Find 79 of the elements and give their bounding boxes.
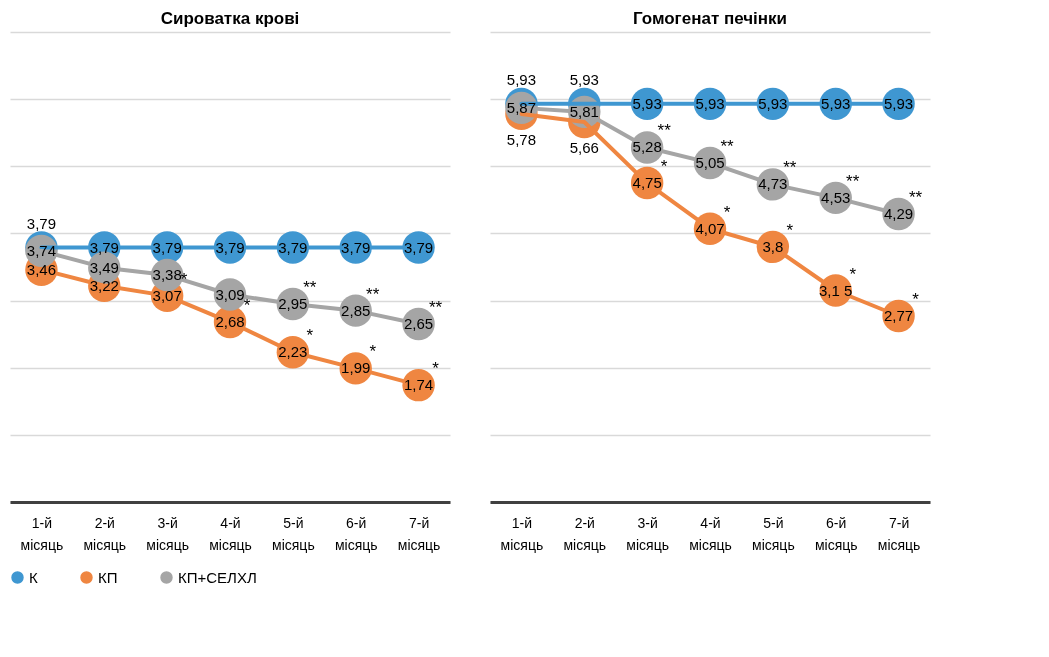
data-label: 5,28 <box>632 138 662 156</box>
data-label: 3,79 <box>152 238 182 256</box>
data-label: 5,93 <box>632 94 662 112</box>
chart-title: Сироватка крові <box>160 9 300 28</box>
data-label: 3,79 <box>403 238 434 256</box>
x-tick-label: 5-й місяць <box>272 514 315 553</box>
annotation: * <box>786 220 794 240</box>
x-tick-label: 6-й місяць <box>334 514 378 553</box>
data-label: 2,77 <box>883 307 914 325</box>
data-label: 5,05 <box>695 153 725 171</box>
data-label: 3,8 <box>762 237 784 255</box>
annotation: ** <box>908 187 923 207</box>
annotation: * <box>660 157 668 177</box>
data-label: 2,68 <box>215 313 245 331</box>
data-label: 3,79 <box>89 238 119 256</box>
data-label: 3,46 <box>26 260 57 278</box>
annotation: * <box>306 326 314 346</box>
annotation: * <box>912 290 920 310</box>
data-label: 5,93 <box>758 94 788 112</box>
data-label: 3,79 <box>26 214 57 232</box>
x-tick-label: 3-й місяць <box>626 514 669 553</box>
x-tick-label: 7-й місяць <box>397 514 441 553</box>
data-label: 3,1 5 <box>819 281 853 299</box>
data-label: 1,99 <box>341 359 371 377</box>
legend-label: КП <box>98 568 118 586</box>
data-label: 4,75 <box>632 174 662 192</box>
data-label: 4,53 <box>821 188 851 206</box>
x-tick-label: 2-й місяць <box>83 514 127 553</box>
data-label: 2,23 <box>278 343 308 361</box>
data-label: 5,93 <box>569 70 599 88</box>
annotation: * <box>432 359 440 379</box>
x-tick-label: 2-й місяць <box>563 514 607 553</box>
annotation: ** <box>366 284 380 304</box>
data-label: 1,74 <box>403 376 434 394</box>
data-label: 5,93 <box>506 70 537 88</box>
data-label: 4,73 <box>758 175 788 193</box>
data-label: 3,09 <box>215 285 245 303</box>
data-label: 3,79 <box>215 238 245 256</box>
data-label: 5,87 <box>506 98 537 116</box>
x-tick-label: 5-й місяць <box>752 514 795 553</box>
data-label: 3,49 <box>89 258 119 276</box>
data-label: 4,29 <box>883 204 914 222</box>
x-tick-label: 4-й місяць <box>689 514 732 553</box>
data-label: 5,93 <box>821 94 851 112</box>
annotation: ** <box>657 121 672 141</box>
annotation: ** <box>303 277 317 297</box>
annotation: * <box>243 296 251 316</box>
data-label: 4,07 <box>695 219 725 237</box>
data-label: 3,79 <box>278 238 308 256</box>
data-label: 3,79 <box>341 238 371 256</box>
x-tick-label: 3-й місяць <box>146 514 189 553</box>
data-label: 5,93 <box>883 94 914 112</box>
data-label: 3,07 <box>152 286 182 304</box>
annotation: ** <box>846 171 860 191</box>
x-tick-label: 6-й місяць <box>814 514 858 553</box>
data-label: 3,38 <box>152 266 182 284</box>
annotation: ** <box>428 298 443 318</box>
legend-label: КП+СЕЛХЛ <box>178 568 257 586</box>
data-label: 5,66 <box>569 138 599 156</box>
data-label: 3,74 <box>26 241 57 259</box>
data-label: 5,93 <box>695 94 725 112</box>
x-tick-label: 7-й місяць <box>877 514 921 553</box>
data-label: 2,65 <box>403 315 434 333</box>
annotation: ** <box>720 136 734 156</box>
data-label: 3,22 <box>89 276 119 294</box>
x-tick-label: 4-й місяць <box>209 514 252 553</box>
annotation: * <box>849 264 857 284</box>
annotation: ** <box>783 158 797 178</box>
x-tick-label: 1-й місяць <box>500 514 544 553</box>
legend-label: К <box>29 568 38 586</box>
annotation: * <box>180 269 188 289</box>
annotation: * <box>723 202 731 222</box>
annotation: * <box>369 342 377 362</box>
chart-title: Гомогенат печінки <box>632 9 788 28</box>
data-label: 5,81 <box>569 102 599 120</box>
x-tick-label: 1-й місяць <box>20 514 64 553</box>
data-label: 5,78 <box>506 130 537 148</box>
data-label: 2,95 <box>278 294 308 312</box>
data-label: 2,85 <box>341 301 371 319</box>
